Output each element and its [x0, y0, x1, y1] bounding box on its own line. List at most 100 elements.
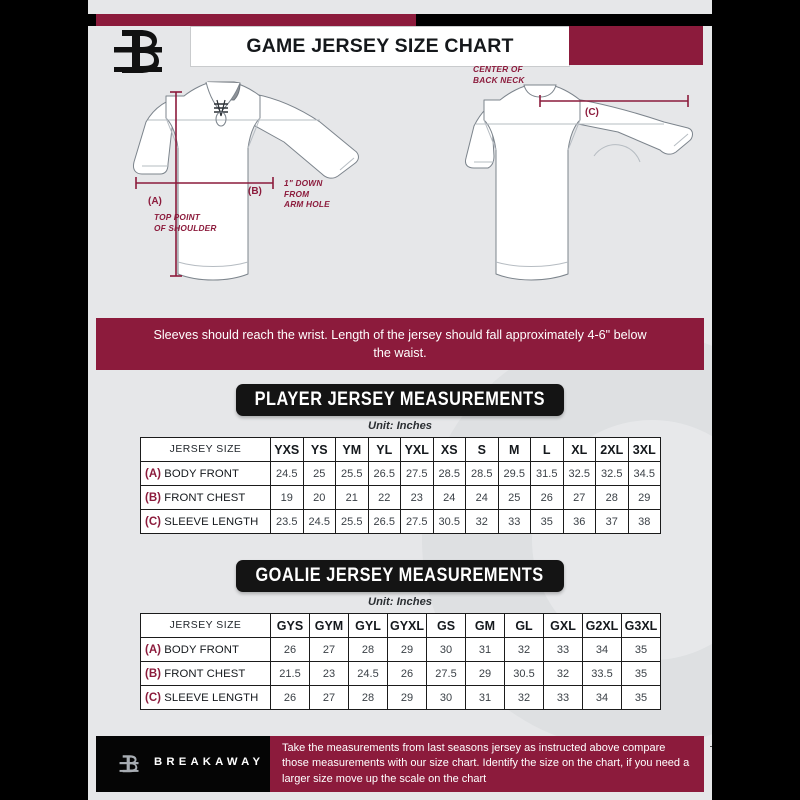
measurement-cell: 37 — [595, 509, 629, 534]
measurement-cell: 32 — [543, 661, 583, 686]
measurement-cell: 32 — [504, 685, 544, 710]
row-tag: (A) — [145, 467, 161, 480]
table-row: (B) FRONT CHEST 19 20 21 22 23 24 24 25 26 27 28 29 — [140, 485, 661, 510]
measurement-cell: 25 — [497, 485, 531, 510]
measurement-cell: 35 — [621, 637, 661, 662]
measurement-cell: 20 — [302, 485, 336, 510]
size-chart-page: GAME JERSEY SIZE CHART — [88, 0, 712, 800]
measurement-cell: 33 — [543, 637, 583, 662]
measurement-cell: 24.5 — [348, 661, 388, 686]
top-stripe-black — [88, 14, 712, 26]
header-maroon-block — [569, 26, 703, 65]
measurement-cell: 31.5 — [530, 461, 564, 486]
size-header-cell: GS — [426, 613, 466, 638]
measurement-cell: 21.5 — [270, 661, 310, 686]
row-label-cell: (B) FRONT CHEST — [140, 485, 271, 510]
table-corner-label: JERSEY SIZE — [140, 613, 271, 638]
size-header-cell: XS — [432, 437, 466, 462]
measurement-cell: 27 — [562, 485, 596, 510]
size-header-cell: GYM — [309, 613, 349, 638]
table-row: (A) BODY FRONT 26 27 28 29 30 31 32 33 34 35 — [140, 637, 661, 662]
size-header-cell: G2XL — [582, 613, 622, 638]
row-tag: (C) — [145, 515, 161, 528]
row-tag: (B) — [145, 667, 161, 680]
measurement-cell: 31 — [465, 637, 505, 662]
size-header-cell: 2XL — [595, 437, 629, 462]
header: GAME JERSEY SIZE CHART — [88, 26, 712, 73]
size-header-cell: YL — [367, 437, 401, 462]
measurement-cell: 29 — [465, 661, 505, 686]
size-header-cell: YXL — [400, 437, 434, 462]
measurement-cell: 26 — [387, 661, 427, 686]
size-header-cell: GM — [465, 613, 505, 638]
table-corner-label: JERSEY SIZE — [140, 437, 271, 462]
size-header-cell: 3XL — [627, 437, 661, 462]
annotation-a-tag: (A) — [148, 196, 162, 207]
size-header-cell: M — [497, 437, 531, 462]
row-name: FRONT CHEST — [160, 667, 246, 680]
measurement-cell: 32 — [465, 509, 499, 534]
measurement-cell: 29 — [387, 637, 427, 662]
measurement-cell: 33.5 — [582, 661, 622, 686]
measurement-cell: 35 — [621, 661, 661, 686]
table-header-row: JERSEY SIZE YXS YS YM YL YXL XS S M L XL 2XL 3XL — [140, 437, 661, 462]
annotation-center-back-neck: CENTER OF BACK NECK — [473, 64, 525, 85]
size-header-cell: YXS — [270, 437, 304, 462]
measurement-cell: 26 — [270, 685, 310, 710]
measurement-cell: 26.5 — [367, 509, 401, 534]
measurement-cell: 28 — [595, 485, 629, 510]
measurement-cell: 24.5 — [270, 461, 304, 486]
annotation-a-text: TOP POINT OF SHOULDER — [154, 212, 217, 233]
footer-brand-name: BREAKAWAY — [154, 756, 265, 768]
measurement-cell: 27.5 — [400, 461, 434, 486]
measurement-cell: 29.5 — [497, 461, 531, 486]
row-label-cell: (A) BODY FRONT — [140, 461, 271, 486]
measurement-cell: 27.5 — [400, 509, 434, 534]
measurement-cell: 32.5 — [562, 461, 596, 486]
footer-instructions: Take the measurements from last seasons … — [270, 736, 704, 792]
size-header-cell: GYL — [348, 613, 388, 638]
row-name: BODY FRONT — [160, 643, 240, 656]
measurement-cell: 27.5 — [426, 661, 466, 686]
measurement-cell: 26 — [530, 485, 564, 510]
goalie-section-title-text: GOALIE JERSEY MEASUREMENTS — [255, 565, 545, 586]
footer-brand-block: BREAKAWAY — [96, 736, 270, 792]
measurement-cell: 34 — [582, 637, 622, 662]
breakaway-b-logo-icon-footer — [114, 747, 148, 781]
table-row: (C) SLEEVE LENGTH 23.5 24.5 25.5 26.5 27.5 30.… — [140, 509, 661, 534]
measurement-cell: 24.5 — [302, 509, 336, 534]
row-tag: (B) — [145, 491, 161, 504]
measurement-cell: 26.5 — [367, 461, 401, 486]
footer-instructions-text: Take the measurements from last seasons … — [282, 741, 690, 785]
page-edge-tick — [710, 746, 712, 747]
row-label-cell: (C) SLEEVE LENGTH — [140, 685, 271, 710]
measurement-cell: 29 — [387, 685, 427, 710]
instruction-banner: Sleeves should reach the wrist. Length o… — [96, 318, 704, 370]
measurement-cell: 33 — [543, 685, 583, 710]
row-tag: (C) — [145, 691, 161, 704]
row-name: BODY FRONT — [160, 467, 240, 480]
measurement-cell: 21 — [335, 485, 369, 510]
measurement-cell: 28 — [348, 685, 388, 710]
row-tag: (A) — [145, 643, 161, 656]
measurement-cell: 24 — [432, 485, 466, 510]
measurement-cell: 25.5 — [335, 461, 369, 486]
measurement-cell: 30.5 — [504, 661, 544, 686]
jersey-diagram: (A) TOP POINT OF SHOULDER (B) 1" DOWN FR… — [88, 64, 712, 312]
page-title-text: GAME JERSEY SIZE CHART — [246, 35, 514, 57]
measurement-cell: 25.5 — [335, 509, 369, 534]
breakaway-b-logo-icon — [100, 22, 186, 82]
top-stripe-maroon — [96, 14, 416, 26]
measurement-cell: 38 — [627, 509, 661, 534]
measurement-cell: 35 — [530, 509, 564, 534]
measurement-cell: 23 — [309, 661, 349, 686]
size-header-cell: GYS — [270, 613, 310, 638]
row-name: SLEEVE LENGTH — [160, 515, 259, 528]
measurement-cell: 31 — [465, 685, 505, 710]
size-header-cell: G3XL — [621, 613, 661, 638]
row-label-cell: (C) SLEEVE LENGTH — [140, 509, 271, 534]
page-title: GAME JERSEY SIZE CHART — [190, 26, 570, 67]
measurement-cell: 30 — [426, 685, 466, 710]
row-name: SLEEVE LENGTH — [160, 691, 259, 704]
